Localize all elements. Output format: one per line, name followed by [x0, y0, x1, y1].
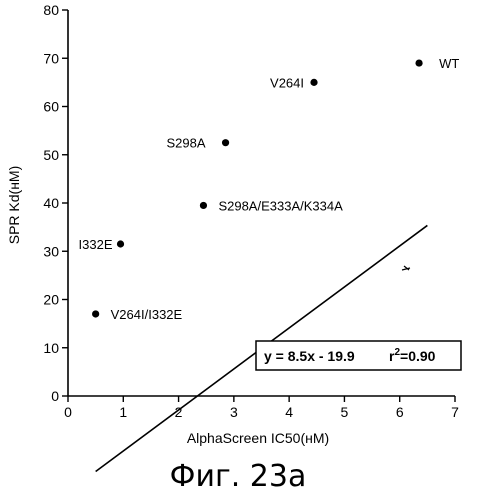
y-tick-label: 30 — [43, 243, 59, 259]
equation-box: y = 8.5x - 19.9 r2=0.90 — [255, 340, 462, 371]
r-squared-value: =0.90 — [400, 348, 436, 364]
y-tick-label: 10 — [43, 340, 59, 356]
x-tick-label: 0 — [64, 404, 72, 420]
data-point-label: S298A — [167, 136, 206, 151]
r-squared-superscript: 2 — [394, 347, 400, 358]
data-point — [415, 59, 423, 67]
x-axis-title: AlphaScreen IC50(нМ) — [187, 430, 329, 446]
data-point — [116, 240, 125, 248]
y-axis-ticks: 0 10 20 30 40 50 60 70 80 — [43, 2, 68, 404]
equation-box-frame — [255, 340, 462, 371]
data-points: WT V264I S298A S298A/E333A/K334A I332E V264I/… — [79, 56, 460, 322]
data-point-label: V264I/I332E — [111, 307, 183, 322]
y-tick-label: 70 — [43, 50, 59, 66]
data-point-label: V264I — [270, 75, 304, 90]
y-tick-label: 80 — [43, 2, 59, 18]
x-tick-label: 2 — [175, 404, 183, 420]
x-axis-ticks: 0 1 2 3 4 5 6 7 — [64, 396, 459, 420]
x-tick-label: 4 — [285, 404, 293, 420]
y-tick-label: 50 — [43, 147, 59, 163]
y-tick-label: 60 — [43, 99, 59, 115]
y-tick-label: 0 — [51, 388, 59, 404]
x-tick-label: 7 — [451, 404, 459, 420]
x-tick-label: 1 — [119, 404, 127, 420]
r-squared-text: r2=0.90 — [389, 347, 436, 364]
x-tick-label: 5 — [341, 404, 349, 420]
y-tick-label: 40 — [43, 195, 59, 211]
equation-text: y = 8.5x - 19.9 — [264, 348, 355, 364]
data-point-label: S298A/E333A/K334A — [218, 198, 343, 213]
data-point — [92, 310, 100, 318]
r-squared-base: r — [389, 348, 395, 364]
y-tick-label: 20 — [43, 292, 59, 308]
data-point — [221, 139, 230, 147]
stray-mark — [401, 265, 411, 271]
data-point — [310, 78, 318, 86]
data-point-label: I332E — [79, 237, 113, 252]
y-axis-title: SPR Kd(нМ) — [6, 166, 22, 245]
figure-caption: Фиг. 23а — [170, 459, 307, 494]
data-point — [199, 201, 208, 210]
x-tick-label: 3 — [230, 404, 238, 420]
data-point-label: WT — [439, 56, 459, 71]
x-tick-label: 6 — [396, 404, 404, 420]
